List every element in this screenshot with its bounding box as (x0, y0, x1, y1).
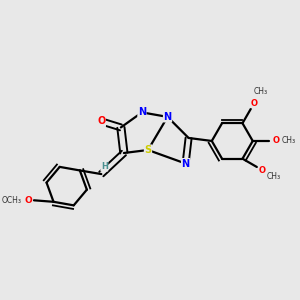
Text: CH₃: CH₃ (267, 172, 281, 181)
Text: O: O (250, 99, 258, 108)
Text: CH₃: CH₃ (254, 88, 268, 97)
Text: O: O (25, 196, 32, 205)
Text: N: N (138, 107, 146, 117)
Text: N: N (182, 158, 190, 169)
Text: CH₃: CH₃ (282, 136, 296, 146)
Text: H: H (101, 162, 108, 171)
Text: N: N (164, 112, 172, 122)
Text: S: S (144, 145, 152, 155)
Text: O: O (97, 116, 105, 126)
Text: O: O (259, 166, 266, 175)
Text: O: O (272, 136, 279, 146)
Text: OCH₃: OCH₃ (2, 196, 21, 205)
